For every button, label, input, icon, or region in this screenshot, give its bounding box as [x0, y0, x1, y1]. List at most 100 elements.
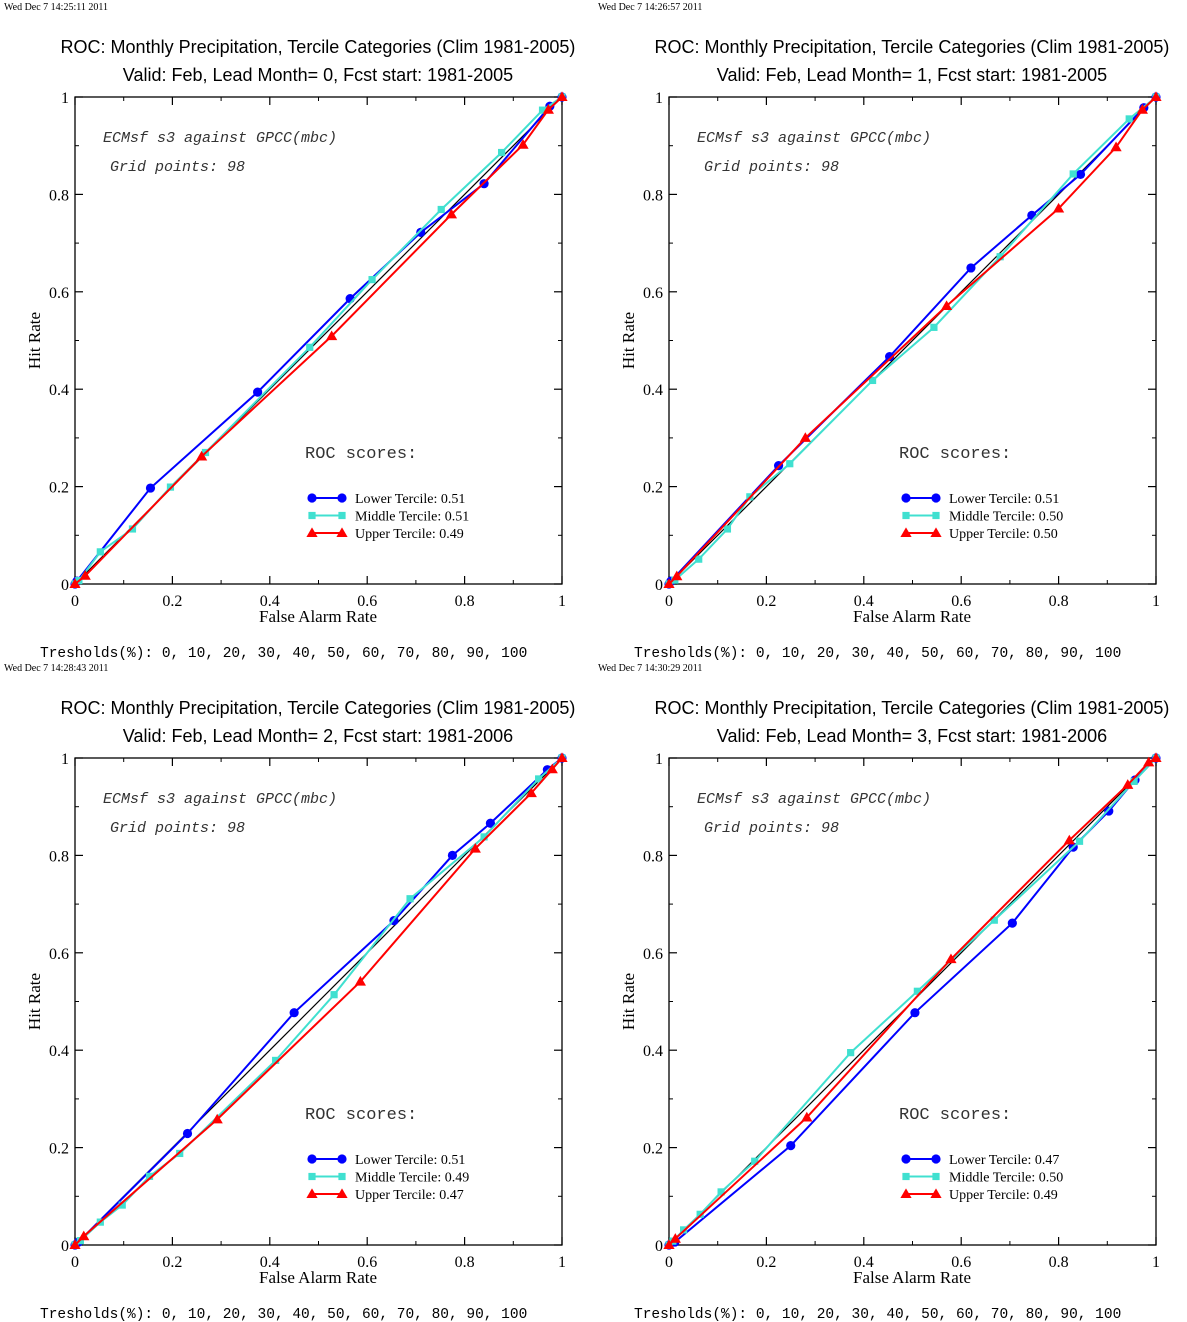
roc-chart: Wed Dec 7 14:30:29 2011 ROC: Monthly Prec… — [598, 663, 1170, 1322]
y-tick-label: 0.8 — [49, 187, 69, 204]
y-tick-label: 0.4 — [49, 1043, 69, 1060]
data-point — [801, 1111, 813, 1122]
roc-panel-lead-0: Wed Dec 7 14:25:11 2011 ROC: Monthly Prec… — [0, 0, 594, 661]
legend-marker — [900, 527, 912, 538]
data-point — [145, 1172, 154, 1180]
data-point — [437, 205, 445, 214]
legend-marker — [901, 493, 911, 503]
data-point — [1125, 115, 1133, 123]
data-point — [556, 752, 568, 763]
chart-title: ROC: Monthly Precipitation, Tercile Cate… — [61, 37, 576, 57]
data-point — [128, 525, 137, 533]
y-tick-label: 0.8 — [643, 187, 663, 204]
legend-entry: Lower Tercile: 0.51 — [355, 492, 465, 507]
data-point — [1143, 756, 1155, 767]
legend-marker — [336, 527, 348, 538]
data-point — [847, 1049, 855, 1057]
y-tick-label: 0.2 — [49, 1141, 69, 1158]
y-tick-label: 0 — [61, 577, 69, 594]
roc-chart: Wed Dec 7 14:26:57 2011 ROC: Monthly Prec… — [598, 2, 1169, 661]
series-line — [668, 96, 1157, 585]
data-point — [525, 787, 537, 798]
timestamp: Wed Dec 7 14:25:11 2011 — [4, 2, 108, 13]
y-tick-label: 0.6 — [49, 285, 69, 302]
data-point — [940, 300, 953, 310]
thresholds-caption: Tresholds(%): 0, 10, 20, 30, 40, 50, 60,… — [40, 646, 527, 661]
data-point — [253, 387, 263, 397]
legend-entry: Lower Tercile: 0.51 — [355, 1153, 465, 1168]
roc-panel-lead-3: Wed Dec 7 14:30:29 2011 ROC: Monthly Prec… — [594, 661, 1187, 1322]
y-tick-label: 0 — [655, 577, 663, 594]
grid-points-note: Grid points: 98 — [704, 159, 839, 176]
data-point — [289, 1008, 299, 1018]
x-tick-label: 0.2 — [162, 593, 182, 610]
data-point — [799, 432, 811, 442]
data-point — [406, 895, 414, 903]
x-tick-label: 0.4 — [260, 593, 280, 610]
x-tick-label: 0 — [665, 593, 673, 610]
x-tick-label: 0.8 — [455, 593, 475, 610]
data-point — [663, 1239, 675, 1250]
data-point — [368, 276, 376, 284]
chart-subtitle: Valid: Feb, Lead Month= 3, Fcst start: 1… — [717, 726, 1107, 746]
legend-entry: Middle Tercile: 0.50 — [949, 510, 1063, 525]
y-axis-label: Hit Rate — [25, 312, 44, 369]
legend-entry: Lower Tercile: 0.51 — [949, 492, 1059, 507]
data-point — [1110, 141, 1122, 152]
data-point — [885, 351, 895, 362]
data-point — [696, 1210, 704, 1218]
data-point — [1104, 806, 1114, 816]
data-point — [211, 1113, 223, 1124]
y-tick-label: 0.6 — [643, 946, 663, 963]
data-point — [913, 987, 921, 995]
series-triangle — [663, 752, 1162, 1250]
dataset-note: ECMsf s3 against GPCC(mbc) — [697, 791, 931, 808]
roc-scores-heading: ROC scores: — [305, 445, 417, 464]
x-axis-label: False Alarm Rate — [853, 1268, 971, 1287]
chart-title: ROC: Monthly Precipitation, Tercile Cate… — [655, 698, 1170, 718]
legend-marker — [307, 493, 317, 503]
y-tick-label: 0 — [61, 1238, 69, 1255]
chart-subtitle: Valid: Feb, Lead Month= 2, Fcst start: 1… — [123, 726, 513, 746]
legend-entry: Upper Tercile: 0.47 — [355, 1188, 464, 1203]
series-line — [74, 96, 563, 585]
roc-scores-heading: ROC scores: — [305, 1106, 417, 1125]
legend-entry: Middle Tercile: 0.49 — [355, 1171, 469, 1186]
legend-marker — [306, 1188, 318, 1199]
legend-entry: Lower Tercile: 0.47 — [949, 1153, 1059, 1168]
x-tick-label: 0.4 — [854, 593, 874, 610]
data-point — [326, 330, 338, 341]
thresholds-caption: Tresholds(%): 0, 10, 20, 30, 40, 50, 60,… — [634, 646, 1121, 661]
y-tick-label: 1 — [655, 90, 663, 107]
series-line — [668, 96, 1157, 585]
data-point — [69, 1239, 81, 1250]
legend-marker — [930, 527, 942, 538]
timestamp: Wed Dec 7 14:26:57 2011 — [598, 2, 702, 13]
x-tick-label: 1 — [558, 593, 566, 610]
x-tick-label: 0.8 — [1049, 593, 1069, 610]
legend-marker — [901, 1154, 911, 1164]
legend-entry: Middle Tercile: 0.51 — [355, 510, 469, 525]
legend-marker — [307, 1154, 317, 1164]
x-axis-label: False Alarm Rate — [259, 607, 377, 626]
data-point — [1007, 918, 1017, 928]
data-point — [717, 1188, 725, 1196]
x-axis-label: False Alarm Rate — [853, 607, 971, 626]
y-tick-label: 0.6 — [49, 946, 69, 963]
data-point — [480, 833, 488, 841]
data-point — [945, 953, 957, 964]
x-tick-label: 0 — [71, 1254, 79, 1271]
dataset-note: ECMsf s3 against GPCC(mbc) — [697, 130, 931, 147]
y-tick-label: 0.6 — [643, 285, 663, 302]
x-tick-label: 0.8 — [1049, 1254, 1069, 1271]
series-triangle — [69, 91, 568, 589]
y-tick-label: 1 — [61, 90, 69, 107]
data-point — [517, 139, 529, 149]
roc-chart: Wed Dec 7 14:25:11 2011 ROC: Monthly Prec… — [4, 2, 576, 661]
data-point — [556, 91, 568, 102]
legend-entry: Middle Tercile: 0.50 — [949, 1171, 1063, 1186]
data-point — [663, 578, 675, 589]
data-point — [69, 578, 81, 589]
data-point — [1075, 837, 1084, 845]
legend-marker — [308, 511, 316, 520]
